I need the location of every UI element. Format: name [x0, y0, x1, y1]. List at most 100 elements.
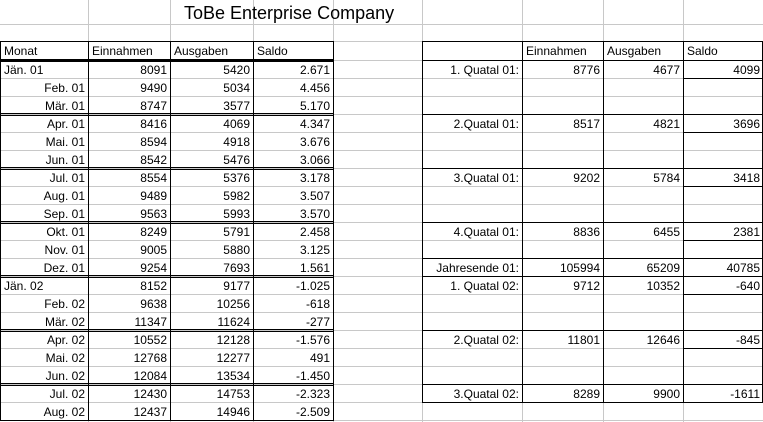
value-cell[interactable]: -1.450 — [295, 369, 330, 383]
summary-value-cell[interactable]: -640 — [735, 279, 760, 293]
value-cell[interactable]: 4.347 — [299, 117, 330, 131]
summary-value-cell[interactable]: -845 — [735, 333, 760, 347]
right-header-cell[interactable]: Saldo — [687, 44, 718, 58]
month-cell[interactable]: Jun. 01 — [45, 153, 85, 167]
value-cell[interactable]: 3.676 — [299, 135, 330, 149]
value-cell[interactable]: 7693 — [223, 261, 250, 275]
right-header-cell[interactable]: Einnahmen — [526, 44, 587, 58]
period-label-cell[interactable]: 3.Quatal 01: — [453, 171, 519, 185]
value-cell[interactable]: 3.125 — [299, 243, 330, 257]
month-cell[interactable]: Jul. 02 — [49, 387, 85, 401]
month-cell[interactable]: Jän. 02 — [4, 279, 44, 293]
month-cell[interactable]: Jän. 01 — [4, 63, 44, 77]
month-cell[interactable]: Dez. 01 — [43, 261, 85, 275]
value-cell[interactable]: 8747 — [140, 99, 167, 113]
value-cell[interactable]: 9254 — [140, 261, 167, 275]
value-cell[interactable]: -2.323 — [295, 387, 330, 401]
summary-value-cell[interactable]: 5784 — [653, 171, 680, 185]
summary-value-cell[interactable]: 9712 — [573, 279, 600, 293]
summary-value-cell[interactable]: 40785 — [726, 261, 760, 275]
value-cell[interactable]: 5791 — [223, 225, 250, 239]
value-cell[interactable]: 4069 — [223, 117, 250, 131]
month-cell[interactable]: Apr. 01 — [46, 117, 85, 131]
month-cell[interactable]: Nov. 01 — [44, 243, 85, 257]
summary-value-cell[interactable]: 11801 — [567, 333, 600, 347]
value-cell[interactable]: 491 — [309, 351, 330, 365]
value-cell[interactable]: 5982 — [223, 189, 250, 203]
value-cell[interactable]: 9563 — [140, 207, 167, 221]
summary-value-cell[interactable]: 6455 — [653, 225, 680, 239]
value-cell[interactable]: 8554 — [140, 171, 167, 185]
value-cell[interactable]: 2.671 — [299, 63, 330, 77]
value-cell[interactable]: 14946 — [216, 405, 250, 419]
value-cell[interactable]: -618 — [305, 297, 330, 311]
summary-value-cell[interactable]: 10352 — [646, 279, 680, 293]
value-cell[interactable]: 12277 — [216, 351, 250, 365]
period-label-cell[interactable]: 1. Quatal 01: — [450, 63, 519, 77]
value-cell[interactable]: 3.178 — [299, 171, 330, 185]
left-header-cell[interactable]: Einnahmen — [92, 44, 153, 58]
summary-value-cell[interactable]: 8836 — [573, 225, 600, 239]
value-cell[interactable]: 8416 — [140, 117, 167, 131]
value-cell[interactable]: 3577 — [223, 99, 250, 113]
value-cell[interactable]: 5993 — [223, 207, 250, 221]
summary-value-cell[interactable]: 3696 — [733, 117, 760, 131]
value-cell[interactable]: -2.509 — [295, 405, 330, 419]
value-cell[interactable]: 8594 — [140, 135, 167, 149]
left-header-cell[interactable]: Monat — [4, 44, 38, 58]
value-cell[interactable]: -1.576 — [295, 333, 330, 347]
value-cell[interactable]: 13534 — [216, 369, 250, 383]
value-cell[interactable]: 3.066 — [299, 153, 330, 167]
period-label-cell[interactable]: 1. Quatal 02: — [450, 279, 519, 293]
summary-value-cell[interactable]: 3418 — [733, 171, 760, 185]
value-cell[interactable]: 12128 — [216, 333, 250, 347]
summary-value-cell[interactable]: 9202 — [573, 171, 600, 185]
summary-value-cell[interactable]: 8289 — [573, 387, 600, 401]
month-cell[interactable]: Mär. 01 — [44, 99, 85, 113]
month-cell[interactable]: Sep. 01 — [43, 207, 85, 221]
value-cell[interactable]: 10256 — [216, 297, 250, 311]
value-cell[interactable]: 12768 — [133, 351, 167, 365]
period-label-cell[interactable]: 3.Quatal 02: — [453, 387, 519, 401]
value-cell[interactable]: 5.170 — [299, 99, 330, 113]
value-cell[interactable]: 8091 — [140, 63, 167, 77]
value-cell[interactable]: -1.025 — [295, 279, 330, 293]
period-label-cell[interactable]: 4.Quatal 01: — [453, 225, 519, 239]
value-cell[interactable]: 5034 — [223, 81, 250, 95]
summary-value-cell[interactable]: 4677 — [653, 63, 680, 77]
value-cell[interactable]: 8152 — [140, 279, 167, 293]
value-cell[interactable]: 4.456 — [299, 81, 330, 95]
period-label-cell[interactable]: 2.Quatal 01: — [453, 117, 519, 131]
summary-value-cell[interactable]: 9900 — [653, 387, 680, 401]
summary-value-cell[interactable]: 105994 — [559, 261, 600, 275]
value-cell[interactable]: 9005 — [140, 243, 167, 257]
value-cell[interactable]: 8249 — [140, 225, 167, 239]
value-cell[interactable]: -277 — [305, 315, 330, 329]
value-cell[interactable]: 1.561 — [299, 261, 330, 275]
value-cell[interactable]: 11624 — [217, 315, 250, 329]
summary-value-cell[interactable]: 2381 — [733, 225, 760, 239]
value-cell[interactable]: 8542 — [140, 153, 167, 167]
summary-value-cell[interactable]: 65209 — [646, 261, 680, 275]
value-cell[interactable]: 3.570 — [299, 207, 330, 221]
summary-value-cell[interactable]: 8776 — [573, 63, 600, 77]
right-header-cell[interactable]: Ausgaben — [607, 44, 662, 58]
month-cell[interactable]: Aug. 01 — [43, 189, 85, 203]
month-cell[interactable]: Mär. 02 — [44, 315, 85, 329]
value-cell[interactable]: 9177 — [223, 279, 250, 293]
value-cell[interactable]: 2.458 — [299, 225, 330, 239]
value-cell[interactable]: 11347 — [134, 315, 167, 329]
summary-value-cell[interactable]: 12646 — [646, 333, 680, 347]
value-cell[interactable]: 5880 — [223, 243, 250, 257]
summary-value-cell[interactable]: 4099 — [733, 63, 760, 77]
value-cell[interactable]: 9489 — [140, 189, 167, 203]
value-cell[interactable]: 12084 — [133, 369, 167, 383]
value-cell[interactable]: 5420 — [223, 63, 250, 77]
value-cell[interactable]: 5476 — [223, 153, 250, 167]
month-cell[interactable]: Mai. 01 — [45, 135, 85, 149]
value-cell[interactable]: 3.507 — [299, 189, 330, 203]
summary-value-cell[interactable]: 8517 — [573, 117, 600, 131]
month-cell[interactable]: Apr. 02 — [46, 333, 85, 347]
month-cell[interactable]: Feb. 02 — [44, 297, 85, 311]
